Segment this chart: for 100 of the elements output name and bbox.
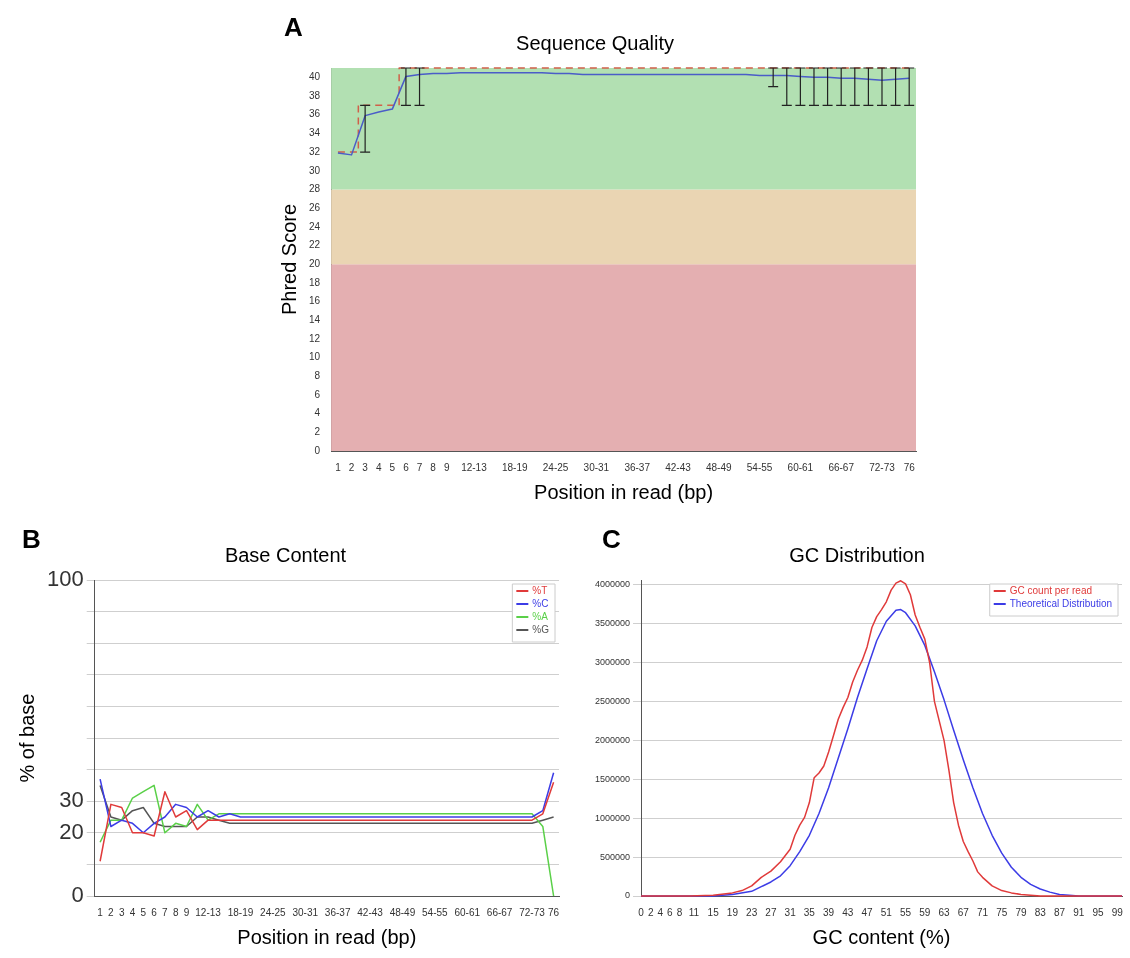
x-tick-label: 72-73 xyxy=(869,461,896,473)
x-tick-label: 72-73 xyxy=(519,906,546,918)
y-tick-label: 30 xyxy=(309,164,321,176)
x-tick-label: 35 xyxy=(803,906,816,918)
y-tick-label: 38 xyxy=(309,89,321,101)
x-tick-label: 42-43 xyxy=(357,906,384,918)
x-tick-label: 11 xyxy=(688,906,700,918)
x-tick-label: 8 xyxy=(430,461,437,473)
x-tick-label: 60-61 xyxy=(787,461,814,473)
x-tick-label: 12-13 xyxy=(461,461,488,473)
y-tick-label: 1500000 xyxy=(594,773,631,784)
x-tick-label: 51 xyxy=(880,906,893,918)
x-tick-label: 4 xyxy=(129,906,136,918)
x-tick-label: 30-31 xyxy=(292,906,319,918)
y-tick-label: 10 xyxy=(309,351,321,363)
x-tick-label: 75 xyxy=(996,906,1008,918)
x-tick-label: 71 xyxy=(976,906,989,918)
x-tick-label: 60-61 xyxy=(454,906,481,918)
y-tick-label: 14 xyxy=(309,313,321,325)
y-tick-label: 30 xyxy=(59,787,84,813)
x-tick-label: 54-55 xyxy=(746,461,773,473)
x-tick-label: 18-19 xyxy=(227,906,254,918)
x-tick-label: 2 xyxy=(108,906,115,918)
y-tick-label: 2000000 xyxy=(594,734,631,745)
x-tick-label: 76 xyxy=(903,461,916,473)
x-tick-label: 4 xyxy=(375,461,382,473)
y-tick-label: 3500000 xyxy=(594,618,631,629)
x-tick-label: 48-49 xyxy=(389,906,416,918)
legend-label: Theoretical Distribution xyxy=(1009,598,1112,609)
y-tick-label: 2500000 xyxy=(594,695,631,706)
x-tick-label: 55 xyxy=(900,906,912,918)
y-axis-title: Phred Score xyxy=(277,203,300,316)
x-tick-label: 19 xyxy=(726,906,739,918)
x-tick-label: 66-67 xyxy=(828,461,855,473)
legend-label: GC count per read xyxy=(1009,585,1092,596)
x-tick-label: 67 xyxy=(957,906,970,918)
x-tick-label: 24-25 xyxy=(260,906,287,918)
y-tick-label: 1000000 xyxy=(594,812,631,823)
x-tick-label: 42-43 xyxy=(665,461,692,473)
x-tick-label: 27 xyxy=(765,906,777,918)
x-tick-label: 18-19 xyxy=(501,461,528,473)
y-tick-label: 20 xyxy=(309,257,321,269)
y-tick-label: 6 xyxy=(314,388,321,400)
x-tick-label: 15 xyxy=(707,906,720,918)
chart-title: Sequence Quality xyxy=(516,31,674,54)
x-tick-label: 87 xyxy=(1053,906,1066,918)
text: B xyxy=(22,524,41,555)
y-tick-label: 4 xyxy=(314,407,321,419)
x-tick-label: 23 xyxy=(746,906,758,918)
x-tick-label: 8 xyxy=(676,906,683,918)
y-tick-label: 8 xyxy=(314,370,321,382)
legend-label: %A xyxy=(532,611,549,622)
x-tick-label: 36-37 xyxy=(324,906,351,918)
y-tick-label: 12 xyxy=(309,332,321,344)
x-tick-label: 8 xyxy=(172,906,179,918)
x-tick-label: 54-55 xyxy=(422,906,449,918)
x-tick-label: 12-13 xyxy=(195,906,222,918)
chart-title: Base Content xyxy=(224,543,347,566)
y-tick-label: 100 xyxy=(46,566,84,592)
y-tick-label: 26 xyxy=(309,201,321,213)
y-tick-label: 3000000 xyxy=(594,656,631,667)
y-tick-label: 40 xyxy=(309,71,321,83)
y-tick-label: 20 xyxy=(59,818,84,844)
x-axis-title: Position in read (bp) xyxy=(237,925,417,948)
text: A xyxy=(284,12,303,43)
x-tick-label: 31 xyxy=(784,906,797,918)
legend-label: %T xyxy=(532,585,548,596)
x-tick-label: 24-25 xyxy=(542,461,569,473)
y-tick-label: 500000 xyxy=(599,851,631,862)
x-tick-label: 39 xyxy=(823,906,835,918)
x-axis-title: Position in read (bp) xyxy=(534,480,714,503)
chart-title: GC Distribution xyxy=(789,543,925,566)
x-tick-label: 47 xyxy=(861,906,874,918)
y-tick-label: 36 xyxy=(309,108,321,120)
x-tick-label: 6 xyxy=(403,461,410,473)
y-tick-label: 34 xyxy=(309,127,321,139)
y-tick-label: 4000000 xyxy=(594,579,631,590)
x-tick-label: 63 xyxy=(938,906,951,918)
x-tick-label: 79 xyxy=(1015,906,1027,918)
x-tick-label: 0 xyxy=(638,906,645,918)
x-tick-label: 6 xyxy=(667,906,674,918)
x-tick-label: 91 xyxy=(1073,906,1085,918)
text: C xyxy=(602,524,621,555)
y-tick-label: 22 xyxy=(309,239,321,251)
y-axis-title: % of base xyxy=(15,693,38,783)
x-tick-label: 99 xyxy=(1111,906,1124,918)
legend-label: %G xyxy=(532,624,550,635)
x-tick-label: 7 xyxy=(416,461,423,473)
x-tick-label: 76 xyxy=(548,906,560,918)
y-tick-label: 0 xyxy=(625,890,631,901)
x-tick-label: 5 xyxy=(389,461,396,473)
x-tick-label: 9 xyxy=(183,906,190,918)
y-tick-label: 32 xyxy=(309,145,321,157)
legend-label: %C xyxy=(532,598,549,609)
x-tick-label: 48-49 xyxy=(705,461,732,473)
x-tick-label: 2 xyxy=(348,461,355,473)
x-tick-label: 3 xyxy=(118,906,125,918)
x-tick-label: 1 xyxy=(97,906,104,918)
x-tick-label: 30-31 xyxy=(583,461,610,473)
x-tick-label: 59 xyxy=(919,906,931,918)
